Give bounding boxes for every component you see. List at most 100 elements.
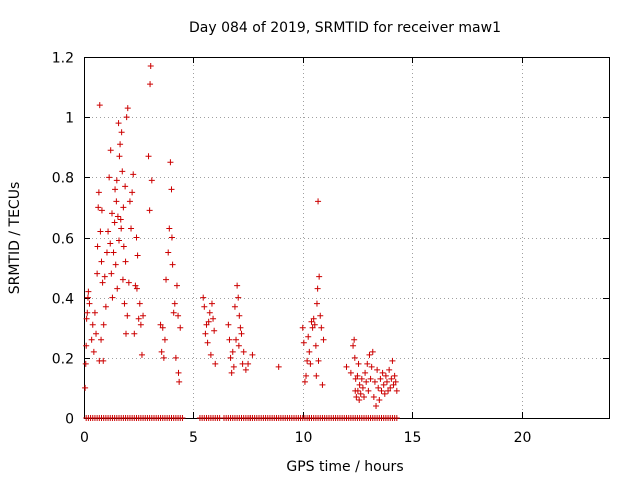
- data-point: [130, 171, 137, 178]
- data-point: [211, 327, 218, 334]
- data-point: [351, 354, 358, 361]
- data-point: [206, 309, 213, 316]
- y-tick-label: 0.6: [52, 232, 74, 248]
- data-point: [114, 285, 121, 292]
- data-point: [361, 393, 367, 400]
- data-point: [116, 237, 122, 244]
- data-point: [353, 393, 360, 400]
- x-tick-label: 15: [404, 430, 422, 446]
- data-point: [94, 270, 101, 277]
- data-point: [358, 375, 365, 382]
- data-point: [313, 372, 320, 379]
- data-point: [354, 387, 361, 394]
- data-point: [315, 198, 322, 205]
- data-point: [112, 186, 119, 193]
- data-point: [106, 174, 113, 181]
- x-tick-label: 10: [295, 430, 313, 446]
- data-point: [131, 330, 138, 337]
- data-point: [173, 282, 180, 289]
- data-point: [119, 168, 126, 175]
- data-point: [377, 375, 384, 382]
- data-point: [356, 381, 363, 388]
- data-point: [136, 300, 143, 307]
- data-point: [133, 285, 140, 292]
- data-point: [387, 384, 394, 391]
- data-point: [201, 303, 208, 310]
- data-point: [359, 384, 366, 391]
- data-point: [117, 141, 124, 148]
- data-point: [91, 309, 98, 316]
- data-point: [316, 273, 323, 280]
- data-point: [94, 243, 101, 250]
- x-tick-label: 20: [514, 430, 532, 446]
- data-point: [100, 357, 107, 364]
- data-point: [225, 321, 232, 328]
- data-point: [123, 330, 129, 337]
- data-point: [85, 288, 92, 295]
- y-tick-label: 0.8: [52, 171, 74, 187]
- data-point: [115, 120, 122, 127]
- data-point: [207, 351, 214, 358]
- data-point: [82, 360, 89, 367]
- data-point: [113, 177, 120, 184]
- data-point: [230, 363, 237, 370]
- data-point: [132, 282, 139, 289]
- data-point: [354, 372, 361, 379]
- data-point: [390, 381, 397, 388]
- data-point: [380, 381, 387, 388]
- data-point: [367, 375, 374, 382]
- data-point: [391, 372, 398, 379]
- data-point: [370, 393, 377, 400]
- data-point: [203, 321, 210, 328]
- data-point: [124, 312, 131, 319]
- data-point: [120, 243, 127, 250]
- data-point: [108, 270, 115, 277]
- data-point: [109, 294, 116, 301]
- data-point: [105, 228, 112, 235]
- data-point: [305, 333, 312, 340]
- data-point: [107, 240, 114, 247]
- data-point: [128, 225, 135, 232]
- data-point: [242, 366, 249, 373]
- data-points: [82, 63, 400, 421]
- data-point: [163, 276, 170, 283]
- data-point: [137, 321, 144, 328]
- data-point: [249, 351, 256, 358]
- data-point: [98, 207, 105, 214]
- data-point: [235, 294, 242, 301]
- data-point: [388, 375, 395, 382]
- data-point: [83, 342, 90, 349]
- data-point: [374, 366, 381, 373]
- data-point: [90, 348, 97, 355]
- data-point: [204, 339, 211, 346]
- data-point: [240, 348, 247, 355]
- data-point: [168, 186, 175, 193]
- data-point: [159, 324, 166, 331]
- data-point: [366, 351, 373, 358]
- data-point: [306, 348, 313, 355]
- data-point: [157, 321, 164, 328]
- data-point: [386, 366, 393, 373]
- data-point: [119, 276, 126, 283]
- data-point: [235, 342, 242, 349]
- data-point: [169, 261, 176, 268]
- data-point: [368, 363, 375, 370]
- data-point: [172, 354, 179, 361]
- data-point: [148, 177, 155, 184]
- data-point: [363, 378, 370, 385]
- data-point: [96, 102, 103, 109]
- data-point: [138, 351, 145, 358]
- data-point: [122, 258, 129, 265]
- data-point: [111, 219, 118, 226]
- data-point: [350, 342, 357, 349]
- data-point: [97, 228, 104, 235]
- data-point: [84, 309, 91, 316]
- data-point: [318, 324, 325, 331]
- data-point: [99, 279, 106, 286]
- data-point: [311, 321, 318, 328]
- data-point: [352, 375, 359, 382]
- data-point: [371, 378, 378, 385]
- data-point: [175, 312, 182, 319]
- data-point: [124, 105, 131, 112]
